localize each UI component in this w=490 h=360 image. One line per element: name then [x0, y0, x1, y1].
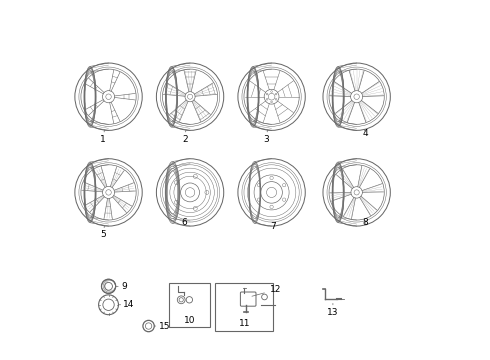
Bar [169, 283, 210, 327]
Text: 13: 13 [327, 303, 339, 316]
Text: 4: 4 [363, 130, 368, 139]
Bar [215, 283, 273, 330]
Text: 15: 15 [154, 321, 170, 330]
Text: 11: 11 [239, 319, 251, 328]
Text: 2: 2 [182, 130, 188, 144]
Text: 10: 10 [184, 316, 196, 325]
Text: 12: 12 [252, 285, 281, 296]
Text: 14: 14 [119, 300, 135, 309]
Text: 6: 6 [182, 218, 188, 227]
Text: 3: 3 [264, 130, 269, 144]
Text: 9: 9 [116, 282, 127, 291]
Text: 7: 7 [270, 221, 276, 230]
Text: 5: 5 [100, 226, 106, 239]
Text: 1: 1 [100, 130, 106, 144]
Text: 8: 8 [363, 218, 368, 227]
